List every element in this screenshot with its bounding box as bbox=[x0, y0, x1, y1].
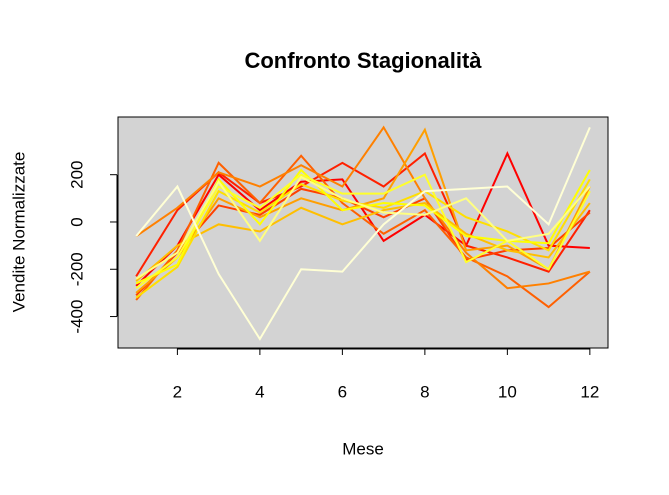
y-tick-label: -400 bbox=[67, 300, 86, 334]
y-tick-label: 0 bbox=[67, 217, 86, 226]
y-tick-label: 200 bbox=[67, 161, 86, 189]
x-tick-label: 8 bbox=[420, 382, 429, 401]
series-line bbox=[135, 173, 591, 289]
series-line bbox=[135, 150, 590, 287]
y-axis-label: Vendite Normalizzate bbox=[9, 152, 28, 313]
y-tick-label: -200 bbox=[67, 252, 86, 286]
series-line bbox=[135, 125, 591, 290]
plot-border bbox=[117, 116, 609, 349]
x-tick-label: 10 bbox=[498, 382, 517, 401]
x-tick-label: 12 bbox=[580, 382, 599, 401]
series-line bbox=[135, 175, 591, 280]
x-tick-label: 4 bbox=[255, 382, 264, 401]
series-line bbox=[135, 127, 591, 341]
x-tick-label: 6 bbox=[338, 382, 347, 401]
x-axis-label: Mese bbox=[342, 439, 384, 458]
series-line bbox=[135, 202, 591, 282]
chart-title: Confronto Stagionalità bbox=[244, 48, 482, 73]
x-tick-label: 2 bbox=[173, 382, 182, 401]
series-line bbox=[135, 178, 591, 299]
